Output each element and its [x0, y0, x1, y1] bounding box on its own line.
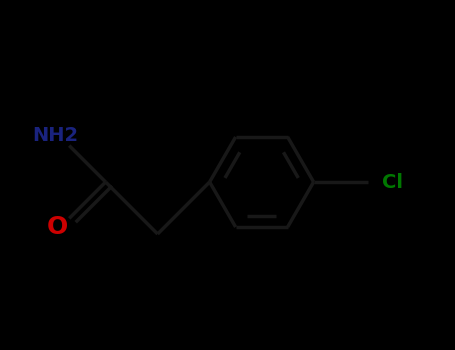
Text: Cl: Cl — [382, 173, 403, 191]
Text: NH2: NH2 — [32, 126, 79, 145]
Text: O: O — [47, 215, 68, 239]
